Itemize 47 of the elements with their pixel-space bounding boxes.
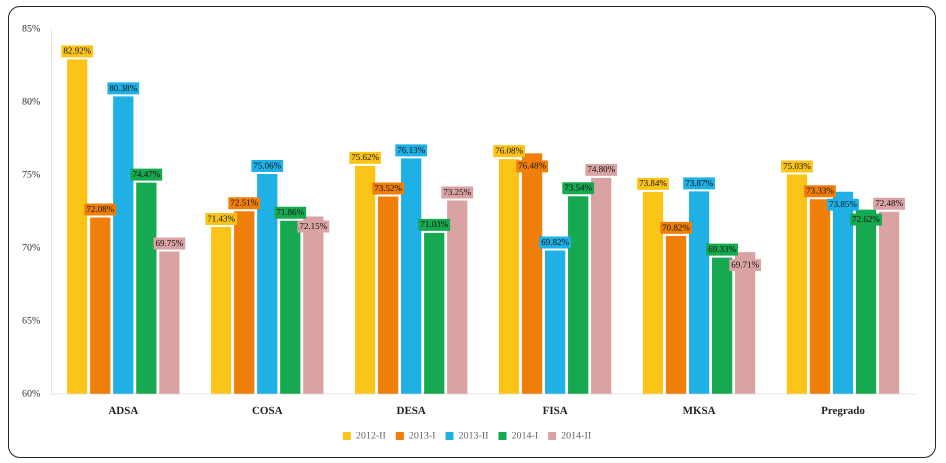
data-label: 71.43%	[207, 213, 236, 224]
legend-label: 2013-I	[408, 430, 436, 442]
legend-label: 2014-II	[561, 430, 592, 442]
data-label: 71.03%	[420, 219, 449, 230]
x-tick-label: ADSA	[108, 405, 138, 418]
data-label: 73.54%	[564, 182, 593, 193]
legend-label: 2014-I	[511, 430, 538, 442]
data-label: 73.87%	[685, 178, 714, 188]
data-label: 71.86%	[276, 207, 305, 218]
x-tick-label: DESA	[396, 405, 426, 418]
data-label: 72.15%	[299, 220, 328, 231]
data-label: 76.13%	[397, 144, 426, 155]
y-tick-label: 85%	[22, 24, 40, 35]
y-tick-label: 70%	[22, 242, 40, 254]
data-label: 73.33%	[806, 186, 834, 196]
y-tick-label: 60%	[22, 388, 40, 400]
x-tick-label: Pregrado	[821, 405, 866, 418]
data-label: 73.85%	[829, 199, 858, 210]
data-label: 75.62%	[351, 152, 380, 162]
data-label: 69.33%	[708, 244, 736, 254]
y-tick-label: 80%	[22, 96, 40, 108]
data-label: 72.08%	[86, 204, 115, 214]
data-label: 74.47%	[132, 169, 161, 180]
x-tick-label: MKSA	[682, 405, 716, 418]
data-label: 73.52%	[374, 182, 403, 193]
data-label: 74.80%	[587, 164, 616, 174]
data-label: 72.48%	[875, 198, 904, 208]
data-label: 73.25%	[443, 186, 472, 197]
data-label: 80.38%	[109, 82, 138, 93]
data-label: 69.75%	[155, 238, 184, 248]
data-label: 76.48%	[518, 160, 546, 171]
x-tick-label: FISA	[542, 405, 568, 418]
data-label: 70.82%	[662, 222, 690, 232]
legend-label: 2012-II	[356, 430, 386, 442]
legend-label: 2013-II	[458, 430, 489, 442]
data-label: 75.06%	[253, 160, 282, 170]
y-tick-label: 65%	[22, 315, 40, 326]
data-label: 76.08%	[495, 146, 524, 156]
data-label: 75.03%	[783, 160, 812, 171]
data-label: 69.71%	[731, 259, 760, 270]
data-label: 72.51%	[230, 198, 259, 208]
data-label: 72.62%	[852, 214, 880, 224]
x-tick-label: COSA	[252, 405, 283, 418]
data-label: 82.92%	[63, 46, 92, 56]
data-label: 69.82%	[541, 236, 570, 247]
data-label: 73.84%	[639, 178, 668, 188]
y-tick-label: 75%	[22, 170, 40, 181]
